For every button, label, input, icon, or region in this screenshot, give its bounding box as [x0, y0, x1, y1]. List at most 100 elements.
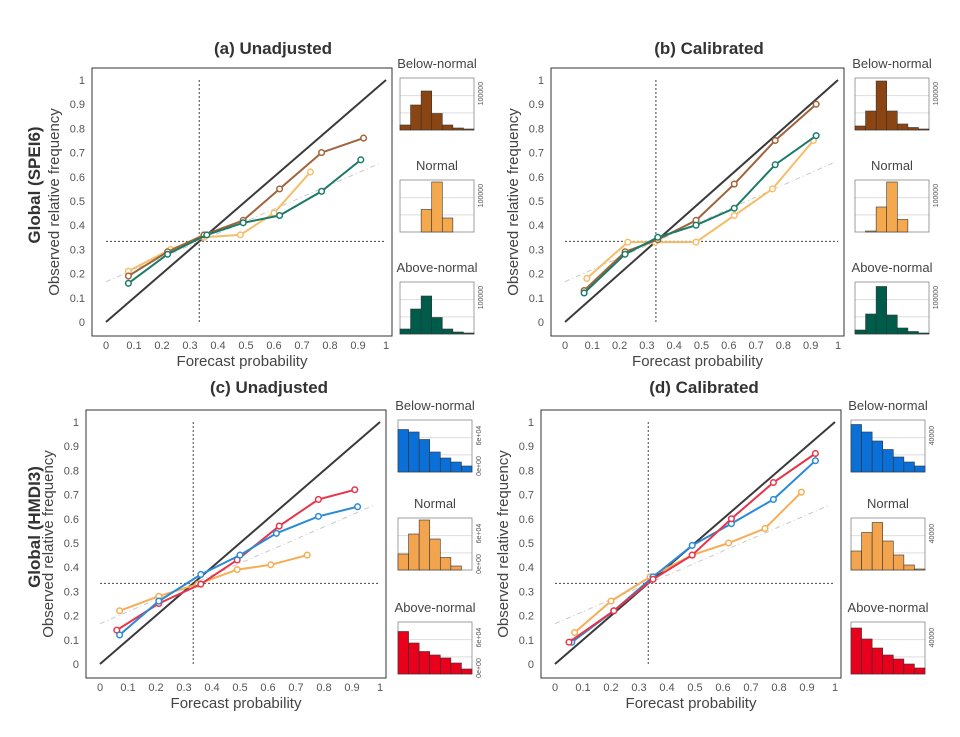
histogram-title: Normal [871, 158, 913, 173]
perfect-reliability-line [105, 79, 387, 323]
x-tick-label: 0.6 [721, 340, 736, 352]
series-point-below [272, 529, 280, 537]
series-point-normal [236, 231, 244, 239]
series-line-normal [127, 171, 312, 273]
series-point-below [354, 503, 362, 511]
series-point-normal [725, 539, 733, 547]
histogram-bar [918, 332, 930, 335]
y-tick-label: 0.2 [64, 611, 79, 623]
histogram-bar [410, 308, 422, 335]
histogram-title: Above-normal [848, 600, 929, 615]
series-point-below [318, 149, 326, 157]
series-point-above [621, 250, 629, 258]
x-tick-label: 0.7 [288, 682, 303, 694]
series-point-above [730, 204, 738, 212]
histogram-bar [439, 557, 452, 571]
y-tick-label: 0.5 [70, 196, 85, 208]
histogram-bar [461, 465, 473, 473]
x-tick-label: 0.3 [631, 682, 646, 694]
histogram-above: Above-normal 100000 [852, 260, 940, 335]
histogram-tick-label: 100000 [933, 286, 940, 309]
y-tick-label: 0.5 [64, 538, 79, 550]
y-tick-label: 0.3 [519, 586, 534, 598]
series-point-above [812, 132, 820, 140]
histogram-normal: Normal 100000 [399, 158, 485, 233]
histogram-above: Above-normal 100000 [397, 260, 485, 335]
x-tick-label: 0.5 [694, 340, 709, 352]
series-point-above [276, 211, 284, 220]
histogram-tick-label: 100000 [478, 82, 485, 105]
y-tick-label: 0 [73, 659, 79, 671]
y-tick-label: 0.7 [519, 490, 534, 502]
plot-frame [91, 67, 393, 337]
series-point-above [692, 221, 700, 229]
series-point-above [565, 638, 573, 646]
x-tick-label: 0.7 [748, 340, 763, 352]
x-tick-label: 0.5 [238, 340, 253, 352]
series-point-below [276, 185, 284, 193]
histogram-title: Normal [867, 496, 909, 511]
histogram-bar [397, 553, 409, 571]
histogram-tick-label: 100000 [933, 82, 940, 105]
histogram-bar [441, 328, 454, 335]
x-tick-label: 0.6 [715, 682, 730, 694]
histogram-below: Below-normal 6e+04 0e+00 [395, 398, 483, 476]
series-point-normal [306, 168, 314, 176]
x-tick-label: 0.9 [799, 682, 814, 694]
histogram-bar [896, 219, 909, 233]
histogram-title: Normal [416, 158, 458, 173]
histogram-tick-label: 40000 [929, 628, 936, 648]
no-skill-line [99, 504, 375, 625]
y-tick-label: 1 [528, 417, 534, 429]
y-tick-label: 1 [538, 75, 544, 87]
histogram-bar [429, 451, 441, 473]
histogram-bar [431, 317, 443, 335]
x-tick-label: 0.1 [126, 340, 141, 352]
histogram-bar [441, 124, 454, 131]
y-axis-label: Observed relative frequency [40, 450, 57, 638]
y-tick-label: 0.8 [64, 465, 79, 477]
series-point-normal [692, 238, 700, 246]
x-tick-label: 0.1 [575, 682, 590, 694]
plot-frame [540, 409, 842, 679]
histogram-tick-label: 100000 [478, 184, 485, 207]
histogram-tick-label: 40000 [929, 426, 936, 446]
x-tick-label: 0 [103, 340, 109, 352]
y-tick-label: 0.5 [529, 196, 544, 208]
y-tick-label: 0.4 [70, 220, 85, 232]
x-tick-label: 0.8 [316, 682, 331, 694]
series-point-normal [233, 566, 241, 574]
y-tick-label: 0.9 [70, 99, 85, 111]
series-point-above [610, 607, 618, 615]
series-point-normal [797, 488, 805, 496]
y-tick-label: 0.6 [70, 172, 85, 184]
no-skill-line [554, 504, 830, 625]
histogram-bar [410, 104, 422, 131]
x-tick-label: 0.2 [612, 340, 627, 352]
x-tick-label: 0.2 [154, 340, 169, 352]
series-point-below [197, 570, 205, 579]
histogram-bar [896, 123, 909, 131]
y-tick-label: 0.3 [529, 244, 544, 256]
series-point-normal [270, 209, 278, 217]
histogram-bar [875, 286, 888, 335]
reliability-panel-b: (b) Calibrated 0 0 0.1 0.1 0.2 0.2 0.3 0.3 0.4 0.4… [505, 39, 940, 370]
x-axis-label: Forecast probability [626, 695, 757, 712]
panel-title: (b) Calibrated [654, 39, 764, 58]
reliability-panel-c: (c) Unadjusted 0 0 0.1 0.1 0.2 0.2 0.3 0.3 0.4 0.4… [40, 378, 483, 712]
histogram-bar [882, 654, 894, 675]
x-tick-label: 1 [835, 340, 841, 352]
histogram-bar [892, 554, 905, 571]
series-point-above [688, 551, 696, 559]
histogram-bar [903, 461, 915, 473]
series-point-below [812, 100, 820, 108]
histogram-bar [418, 519, 431, 571]
histogram-bar [896, 327, 909, 335]
x-tick-label: 0.4 [659, 682, 674, 694]
histogram-bar [875, 206, 888, 233]
x-tick-label: 0.7 [294, 340, 309, 352]
histogram-bar [429, 654, 441, 675]
series-point-normal [730, 211, 738, 220]
histogram-bar [418, 439, 431, 473]
histogram-tick-label: 6e+04 [476, 426, 483, 446]
